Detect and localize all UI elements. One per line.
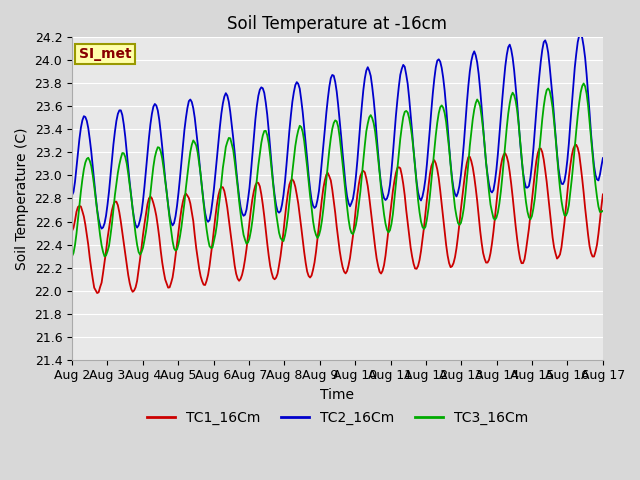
TC1_16Cm [93, 290, 101, 296]
TC3_16Cm [68, 253, 76, 259]
TC2_16Cm [68, 192, 76, 198]
TC1_16Cm [599, 192, 607, 197]
TC3_16Cm [302, 151, 310, 157]
TC3_16Cm [599, 208, 607, 214]
TC3_16Cm [246, 235, 253, 241]
TC1_16Cm [571, 143, 579, 148]
Text: SI_met: SI_met [79, 47, 132, 61]
TC2_16Cm [135, 222, 143, 228]
TC2_16Cm [599, 156, 607, 161]
TC1_16Cm [246, 219, 253, 225]
Legend: TC1_16Cm, TC2_16Cm, TC3_16Cm: TC1_16Cm, TC2_16Cm, TC3_16Cm [141, 405, 534, 431]
TC2_16Cm [255, 93, 262, 99]
TC1_16Cm [228, 240, 236, 246]
TC3_16Cm [571, 144, 579, 150]
TC2_16Cm [302, 141, 310, 146]
Title: Soil Temperature at -16cm: Soil Temperature at -16cm [227, 15, 447, 33]
TC2_16Cm [98, 226, 106, 231]
TC2_16Cm [246, 185, 253, 191]
TC3_16Cm [135, 249, 143, 255]
TC1_16Cm [302, 260, 310, 265]
TC1_16Cm [255, 180, 262, 186]
TC1_16Cm [572, 142, 580, 148]
X-axis label: Time: Time [321, 388, 355, 402]
TC2_16Cm [228, 121, 236, 127]
TC3_16Cm [100, 253, 108, 259]
Line: TC3_16Cm: TC3_16Cm [72, 84, 603, 256]
TC3_16Cm [228, 141, 236, 147]
TC2_16Cm [571, 64, 579, 70]
Y-axis label: Soil Temperature (C): Soil Temperature (C) [15, 127, 29, 270]
TC3_16Cm [255, 162, 262, 168]
TC3_16Cm [580, 81, 588, 86]
TC1_16Cm [135, 267, 143, 273]
TC2_16Cm [577, 31, 584, 37]
TC1_16Cm [68, 228, 76, 234]
Line: TC1_16Cm: TC1_16Cm [72, 145, 603, 293]
Line: TC2_16Cm: TC2_16Cm [72, 34, 603, 228]
